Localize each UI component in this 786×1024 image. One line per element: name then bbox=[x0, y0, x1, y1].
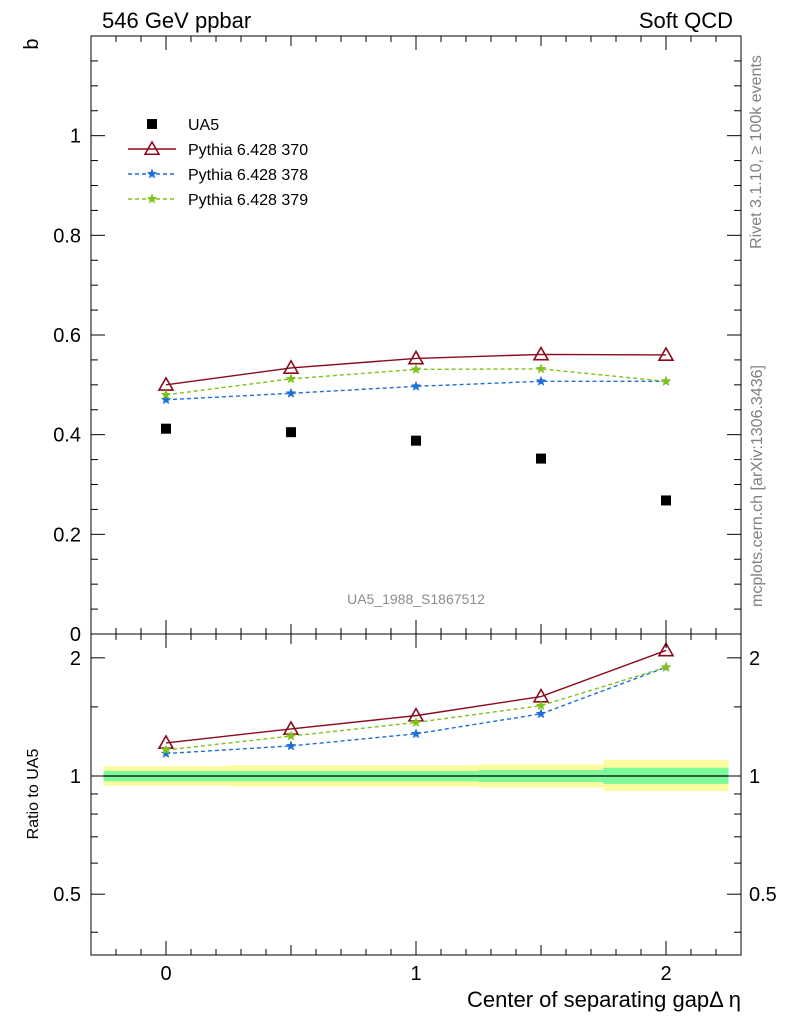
ratio-y-tick-label-right: 2 bbox=[749, 648, 760, 670]
series-ua5 bbox=[161, 423, 671, 506]
data-point bbox=[532, 345, 550, 361]
ratio-data-point bbox=[535, 708, 547, 719]
ratio-series-line bbox=[165, 666, 667, 751]
ratio-y-tick-label-right: 1 bbox=[749, 766, 760, 788]
legend-label: UA5 bbox=[188, 117, 219, 134]
mcplots-label: mcplots.cern.ch [arXiv:1306.3436] bbox=[749, 365, 766, 607]
ratio-data-point bbox=[160, 744, 172, 755]
data-point bbox=[286, 427, 296, 438]
ratio-series-pythia-6-428-379 bbox=[160, 661, 672, 755]
x-tick-label: 1 bbox=[410, 963, 421, 985]
ratio-data-point bbox=[535, 700, 547, 711]
legend-entry-ua5: UA5 bbox=[147, 117, 219, 134]
legend-label: Pythia 6.428 378 bbox=[188, 167, 308, 184]
ratio-data-point bbox=[160, 748, 172, 758]
header-right-title: Soft QCD bbox=[639, 8, 733, 33]
data-point bbox=[160, 394, 172, 405]
legend-entry-pythia-6-428-378: Pythia 6.428 378 bbox=[128, 167, 308, 184]
data-point bbox=[410, 380, 422, 391]
data-point bbox=[161, 423, 171, 434]
main-y-tick-label: 0.4 bbox=[53, 425, 81, 447]
ratio-uncertainty-band bbox=[103, 759, 729, 792]
data-point bbox=[535, 375, 547, 386]
data-point bbox=[660, 375, 672, 386]
data-point bbox=[407, 349, 425, 365]
data-point bbox=[411, 435, 421, 446]
data-point bbox=[160, 389, 172, 400]
data-point bbox=[657, 346, 675, 361]
ratio-plot-area bbox=[157, 641, 675, 758]
ratio-data-point bbox=[410, 716, 422, 727]
ratio-data-point bbox=[657, 641, 675, 657]
main-plot-area bbox=[157, 345, 675, 506]
data-point bbox=[535, 363, 547, 374]
main-y-axis-label: b bbox=[21, 38, 43, 49]
ratio-data-point bbox=[285, 740, 297, 751]
legend-entry-pythia-6-428-370: Pythia 6.428 370 bbox=[128, 140, 308, 159]
analysis-id-label: UA5_1988_S1867512 bbox=[347, 591, 485, 607]
main-y-tick-label: 0.8 bbox=[53, 225, 81, 247]
series-pythia-6-428-370 bbox=[157, 345, 675, 391]
ratio-y-tick-label-left: 2 bbox=[70, 648, 81, 670]
data-point bbox=[536, 453, 546, 464]
x-tick-label: 0 bbox=[160, 963, 171, 985]
legend-label: Pythia 6.428 379 bbox=[188, 192, 308, 209]
legend-marker bbox=[147, 119, 157, 129]
legend-entry-pythia-6-428-379: Pythia 6.428 379 bbox=[128, 192, 308, 209]
series-pythia-6-428-378 bbox=[160, 375, 672, 405]
ratio-series-line bbox=[165, 666, 667, 755]
legend-marker bbox=[143, 140, 161, 156]
main-y-tick-label: 0.2 bbox=[53, 524, 81, 546]
data-point bbox=[661, 495, 671, 506]
ratio-data-point bbox=[410, 728, 422, 739]
data-point bbox=[282, 359, 300, 374]
main-y-tick-label: 1 bbox=[70, 126, 81, 148]
legend-marker bbox=[146, 168, 158, 179]
legend-marker bbox=[146, 193, 158, 204]
data-point bbox=[285, 387, 297, 398]
ratio-y-tick-label-left: 1 bbox=[70, 766, 81, 788]
series-pythia-6-428-379 bbox=[160, 363, 672, 400]
legend-label: Pythia 6.428 370 bbox=[188, 142, 308, 159]
data-point bbox=[285, 373, 297, 384]
ratio-series-line bbox=[165, 649, 667, 744]
ratio-y-tick-label-left: 0.5 bbox=[53, 884, 81, 906]
legend: UA5 Pythia 6.428 370 Pythia 6.428 378 Pythi… bbox=[128, 117, 308, 209]
rivet-label: Rivet 3.1.10, ≥ 100k events bbox=[748, 55, 765, 249]
series-line bbox=[165, 353, 667, 386]
data-point bbox=[410, 363, 422, 374]
x-axis-label: Center of separating gapΔ η bbox=[467, 987, 741, 1012]
main-y-tick-label: 0 bbox=[70, 624, 81, 646]
ratio-frame bbox=[90, 633, 742, 956]
header-left-title: 546 GeV ppbar bbox=[102, 8, 251, 33]
ratio-y-tick-label-right: 0.5 bbox=[749, 884, 777, 906]
ratio-data-point bbox=[532, 687, 550, 703]
x-tick-label: 2 bbox=[660, 963, 671, 985]
series-line bbox=[165, 368, 667, 396]
axes: 0 1 200.20.40.60.810.5 0.51 12 2 bbox=[53, 35, 777, 985]
ratio-data-point bbox=[285, 730, 297, 741]
ratio-data-point bbox=[660, 661, 672, 672]
ratio-y-axis-label: Ratio to UA5 bbox=[25, 749, 42, 840]
main-y-tick-label: 0.6 bbox=[53, 325, 81, 347]
